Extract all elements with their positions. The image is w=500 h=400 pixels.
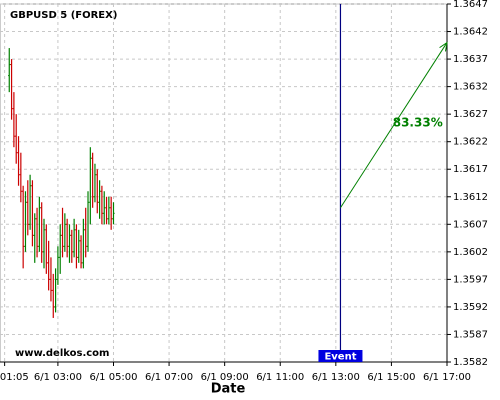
y-tick-label: 1.3592 — [453, 302, 488, 313]
x-tick-label: 6/1 03:00 — [34, 372, 82, 383]
y-tick-label: 1.3597 — [453, 274, 488, 285]
x-tick-label: 6/1 11:00 — [256, 372, 304, 383]
y-tick-label: 1.3582 — [453, 357, 488, 368]
plot-area — [0, 3, 448, 363]
event-label: Event — [324, 352, 356, 363]
y-tick-label: 1.3632 — [453, 82, 488, 93]
x-tick-label: 6/1 07:00 — [145, 372, 193, 383]
x-tick-label: 6/1 17:00 — [423, 372, 471, 383]
watermark: www.delkos.com — [15, 348, 109, 359]
x-tick-label: 6/1 09:00 — [201, 372, 249, 383]
y-tick-label: 1.3587 — [453, 329, 488, 340]
x-tick-label: 6/1 01:05 — [0, 372, 29, 383]
y-tick-label: 1.3637 — [453, 54, 488, 65]
y-tick-label: 1.3647 — [453, 0, 488, 10]
y-tick-label: 1.3602 — [453, 247, 488, 258]
y-tick-label: 1.3622 — [453, 137, 488, 148]
forecast-arrow — [340, 42, 448, 209]
x-tick-label: 6/1 15:00 — [367, 372, 415, 383]
chart-title: GBPUSD 5 (FOREX) — [10, 10, 117, 21]
y-tick-label: 1.3612 — [453, 192, 488, 203]
y-tick-label: 1.3617 — [453, 164, 488, 175]
y-tick-label: 1.3607 — [453, 219, 488, 230]
event-label-box — [318, 350, 363, 362]
x-tick-label: 6/1 05:00 — [89, 372, 137, 383]
forecast-label: 83.33% — [393, 116, 443, 130]
x-axis-title: Date — [211, 382, 246, 397]
x-tick-label: 6/1 13:00 — [312, 372, 360, 383]
y-tick-label: 1.3627 — [453, 109, 488, 120]
arrow-head — [439, 41, 448, 52]
y-tick-label: 1.3642 — [453, 27, 488, 38]
